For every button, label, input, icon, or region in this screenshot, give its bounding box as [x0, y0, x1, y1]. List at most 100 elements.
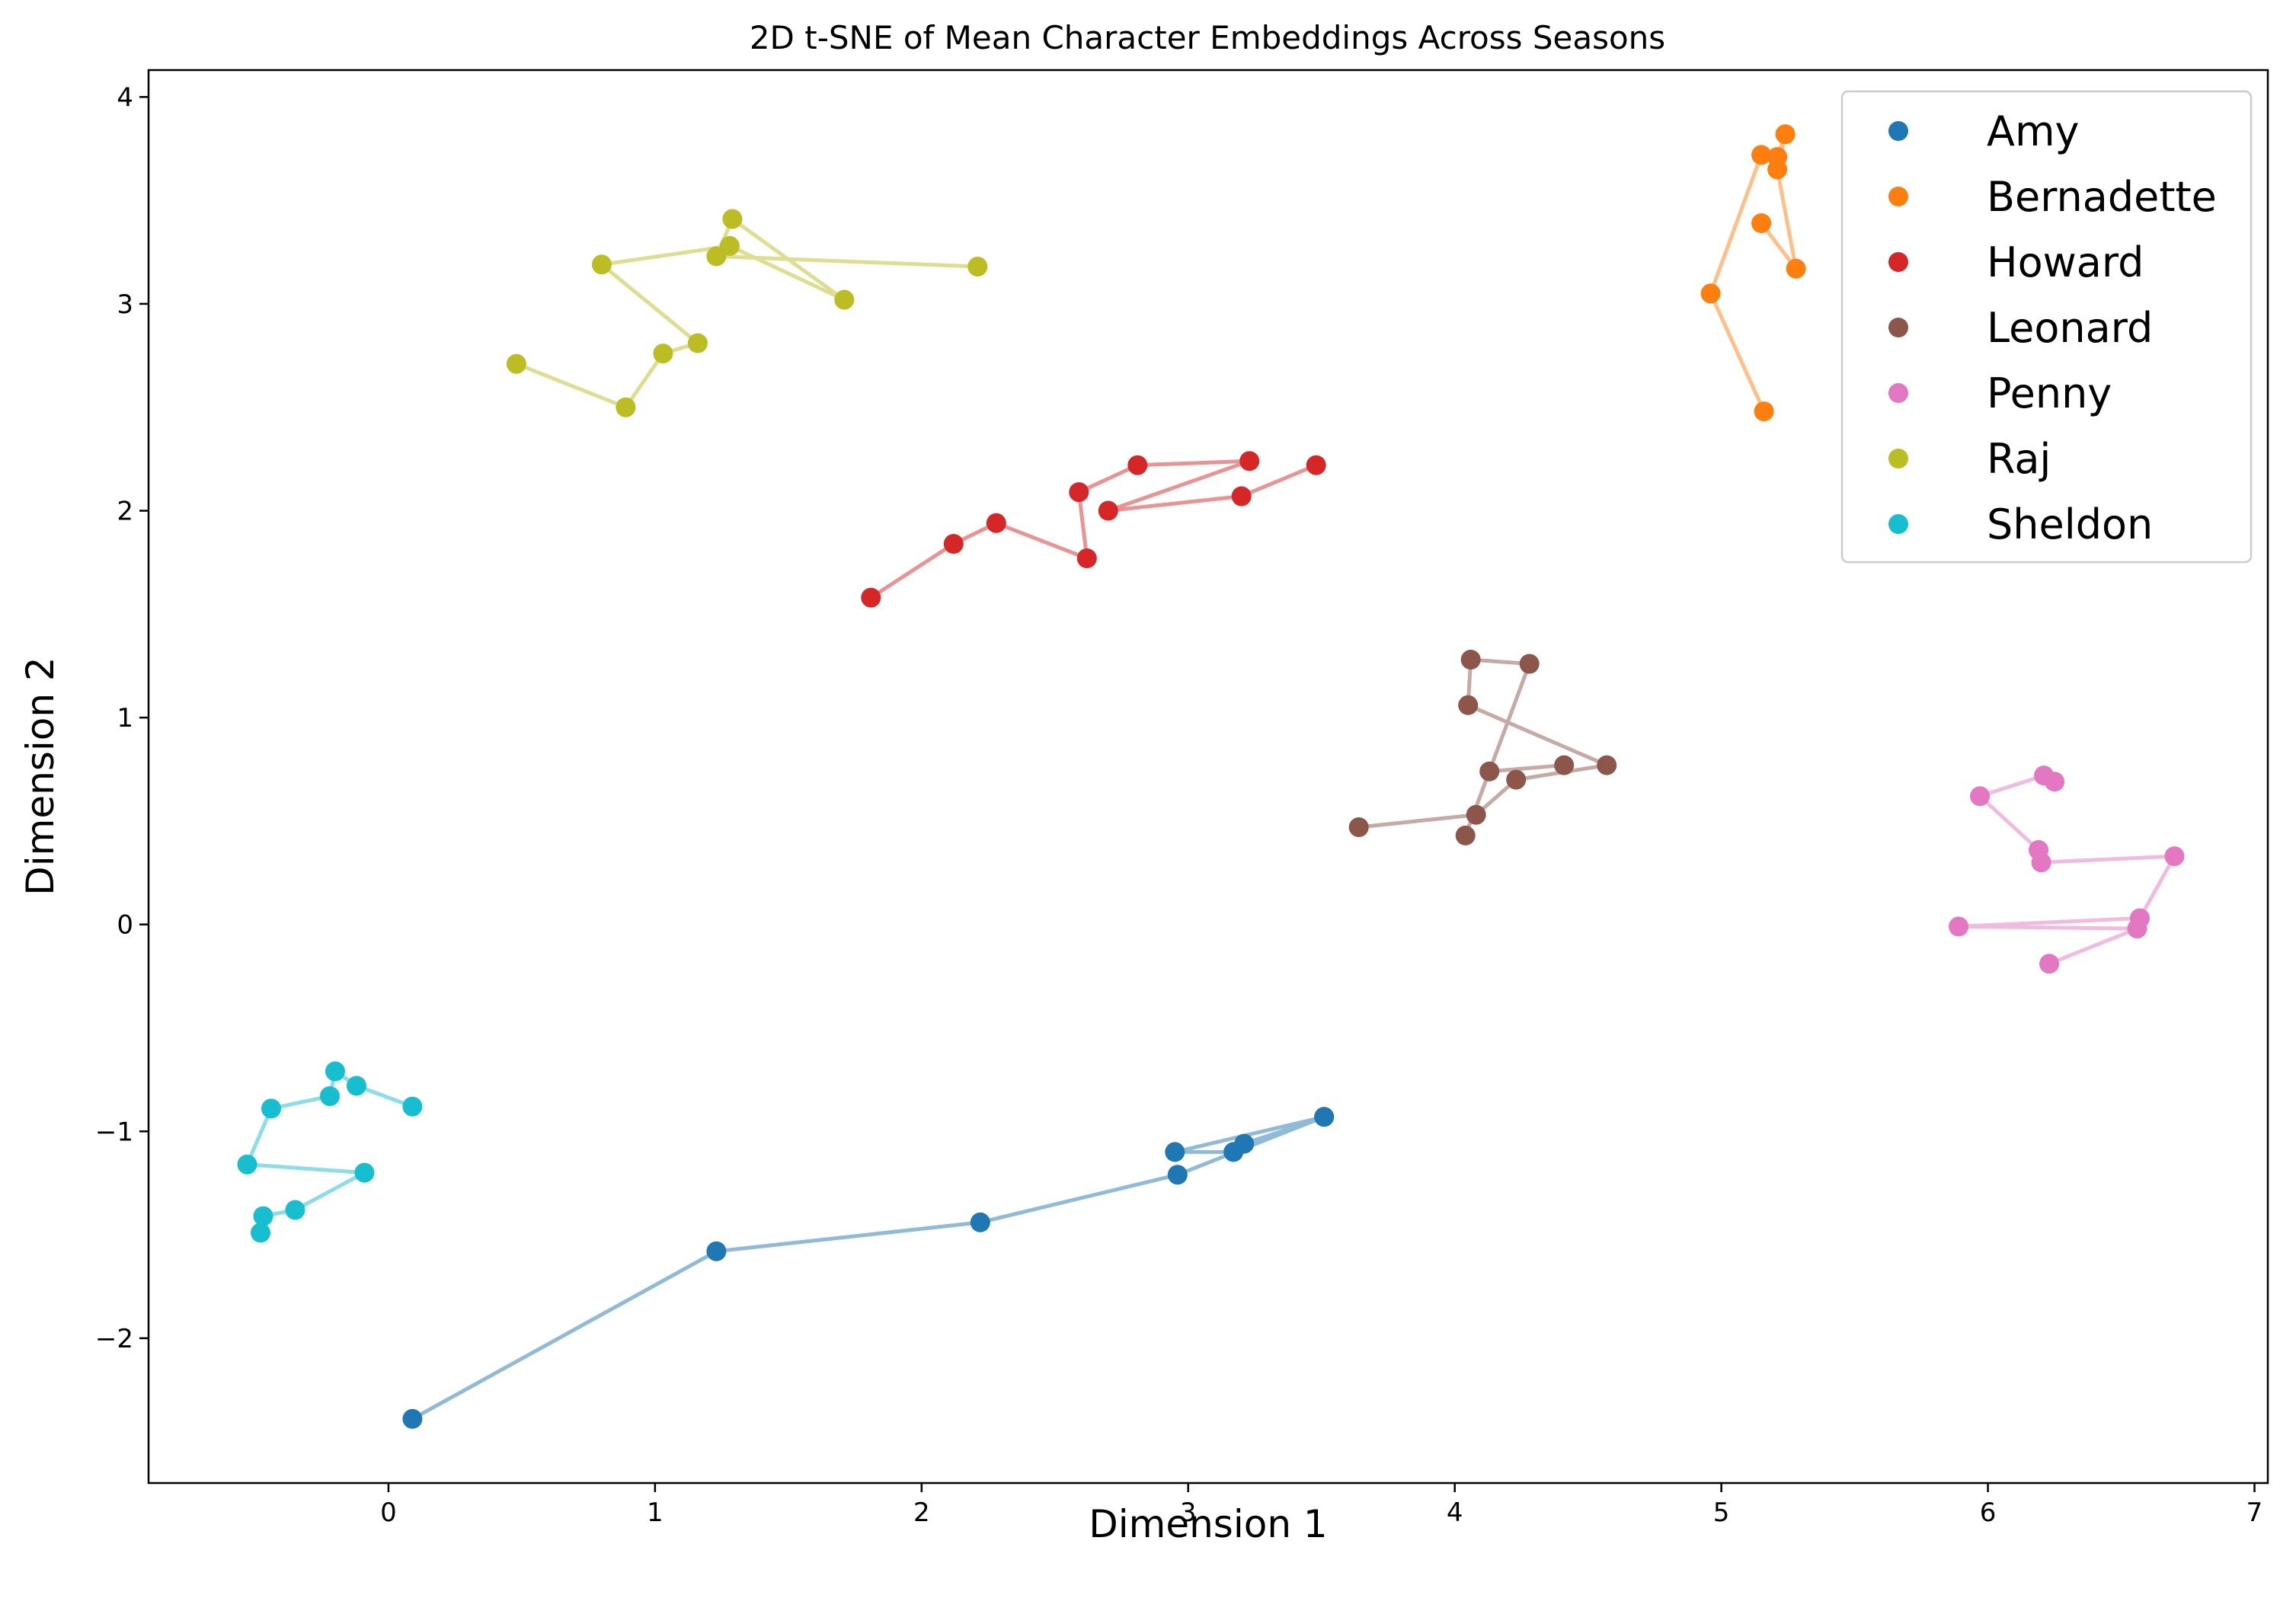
legend-label-penny: Penny	[1987, 369, 2112, 417]
data-point-sheldon	[251, 1223, 270, 1243]
x-tick-label: 2	[913, 1498, 930, 1528]
data-point-sheldon	[237, 1154, 257, 1175]
series-line-leonard	[1358, 657, 1609, 838]
data-point-leonard	[1597, 755, 1617, 775]
data-point-bernadette	[1751, 213, 1772, 233]
data-point-howard	[861, 587, 881, 608]
y-tick-label: 3	[117, 289, 133, 320]
data-point-sheldon	[347, 1076, 366, 1096]
data-point-raj	[687, 333, 708, 353]
y-tick-label: 4	[117, 82, 133, 113]
data-point-penny	[2164, 846, 2185, 867]
x-tick-label: 3	[1180, 1498, 1197, 1528]
data-point-leonard	[1455, 825, 1476, 845]
data-point-raj	[591, 254, 612, 275]
data-point-howard	[1069, 482, 1089, 503]
data-point-raj	[722, 209, 743, 229]
data-point-amy	[706, 1241, 727, 1261]
data-point-leonard	[1458, 695, 1479, 715]
y-tick-label: 0	[117, 910, 133, 941]
legend-marker-bernadette	[1888, 187, 1908, 206]
data-point-penny	[2127, 919, 2147, 939]
x-tick-label: 1	[647, 1498, 664, 1528]
data-point-bernadette	[1700, 283, 1721, 304]
plot-frame	[147, 69, 2269, 1485]
y-tick-label: 2	[117, 496, 133, 526]
data-point-leonard	[1348, 817, 1369, 837]
data-point-howard	[1098, 500, 1118, 521]
data-point-sheldon	[285, 1200, 305, 1220]
data-point-sheldon	[261, 1098, 281, 1119]
data-point-penny	[2031, 852, 2051, 873]
data-point-amy	[1314, 1107, 1335, 1127]
x-axis: 0 1 2 3 4 5 6 7	[380, 1483, 2262, 1528]
y-tick-label: −2	[95, 1324, 133, 1354]
legend-marker-leonard	[1888, 318, 1908, 337]
data-point-penny	[1949, 916, 1969, 937]
y-axis: −2 −1 0 1 2 3 4	[95, 82, 149, 1354]
x-axis-label: Dimension 1	[1089, 1502, 1327, 1546]
x-tick-label: 4	[1447, 1498, 1463, 1528]
data-point-howard	[1127, 455, 1148, 475]
data-point-raj	[653, 344, 673, 364]
data-point-bernadette	[1754, 401, 1774, 422]
data-point-sheldon	[354, 1162, 375, 1183]
data-point-raj	[616, 397, 636, 417]
data-point-howard	[1239, 451, 1260, 471]
data-point-amy	[402, 1408, 423, 1429]
data-point-sheldon	[325, 1061, 345, 1082]
x-tick-label: 7	[2246, 1498, 2263, 1528]
data-point-leonard	[1554, 755, 1575, 775]
x-tick-label: 6	[1980, 1498, 1997, 1528]
legend-frame	[1840, 90, 2253, 564]
data-point-penny	[1970, 786, 1991, 807]
data-point-raj	[719, 235, 740, 256]
series-line-howard	[869, 459, 1317, 599]
data-point-raj	[506, 353, 526, 374]
legend-label-howard: Howard	[1987, 238, 2144, 286]
legend-marker-penny	[1888, 383, 1908, 403]
data-point-sheldon	[320, 1086, 340, 1107]
data-point-leonard	[1519, 654, 1540, 674]
data-point-amy	[970, 1212, 990, 1232]
data-point-leonard	[1460, 650, 1481, 670]
data-point-raj	[967, 257, 988, 276]
data-point-amy	[1165, 1142, 1185, 1162]
legend: Amy Bernadette Howard Leonard Penny Raj Sheldo…	[1840, 90, 2253, 564]
data-point-sheldon	[402, 1096, 423, 1117]
data-point-leonard	[1479, 761, 1500, 782]
legend-label-leonard: Leonard	[1987, 304, 2153, 352]
data-point-raj	[706, 246, 727, 267]
y-tick-label: −1	[95, 1117, 133, 1147]
data-point-amy	[1167, 1165, 1188, 1185]
legend-label-raj: Raj	[1987, 435, 2051, 483]
legend-label-sheldon: Sheldon	[1987, 500, 2153, 548]
legend-marker-raj	[1888, 449, 1908, 468]
data-point-bernadette	[1786, 258, 1806, 279]
data-point-penny	[2034, 766, 2055, 786]
data-point-penny	[2039, 954, 2060, 974]
legend-marker-sheldon	[1888, 514, 1908, 534]
data-point-amy	[1234, 1133, 1255, 1154]
legend-marker-howard	[1888, 252, 1908, 272]
x-tick-label: 0	[380, 1498, 397, 1528]
data-point-bernadette	[1775, 124, 1796, 145]
plot-area	[237, 124, 2185, 1429]
data-point-howard	[986, 513, 1006, 533]
x-tick-label: 5	[1713, 1498, 1730, 1528]
series-line-bernadette	[1709, 132, 1799, 413]
data-point-howard	[943, 534, 964, 554]
legend-label-amy: Amy	[1987, 107, 2080, 155]
data-point-howard	[1231, 486, 1252, 507]
data-point-bernadette	[1751, 145, 1772, 165]
chart-title: 2D t-SNE of Mean Character Embeddings Ac…	[750, 19, 1665, 56]
data-point-leonard	[1506, 769, 1527, 790]
series-line-sheldon	[245, 1069, 414, 1233]
data-point-raj	[834, 289, 855, 310]
data-point-howard	[1076, 548, 1097, 568]
data-point-leonard	[1466, 804, 1486, 825]
data-point-sheldon	[253, 1206, 273, 1226]
y-tick-label: 1	[117, 703, 133, 734]
data-point-bernadette	[1767, 159, 1788, 180]
